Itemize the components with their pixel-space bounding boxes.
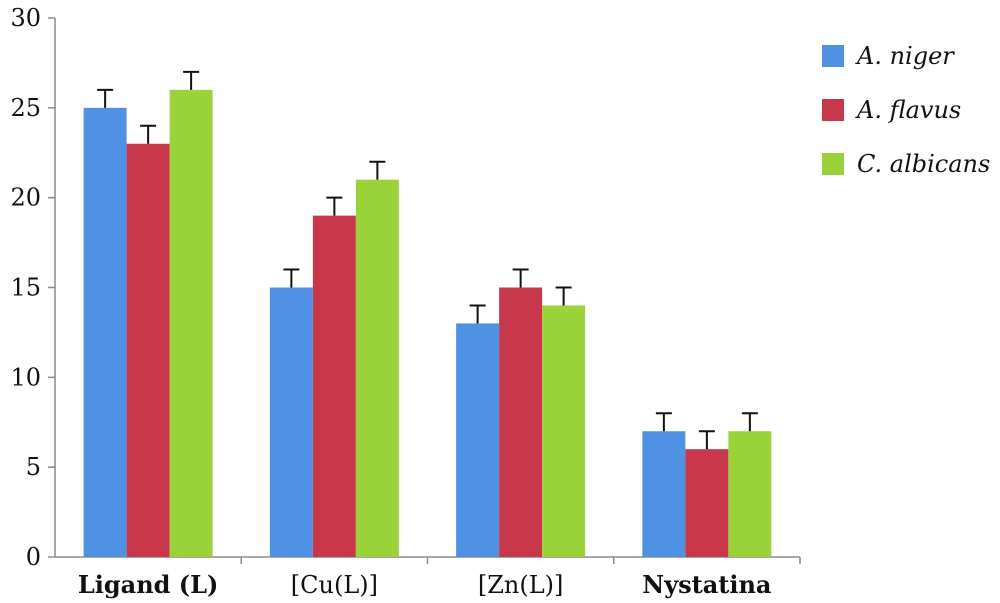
bar-a-niger-2 — [456, 323, 500, 557]
bar-a-flavus-3 — [685, 449, 729, 557]
bar-a-flavus-0 — [126, 143, 170, 557]
y-tick-label: 30 — [10, 4, 41, 32]
bar-a-niger-1 — [269, 287, 313, 557]
legend-swatch — [822, 99, 844, 121]
bar-a-flavus-1 — [312, 215, 356, 557]
y-tick-label: 15 — [10, 274, 41, 302]
bar-c-albicans-1 — [355, 179, 399, 557]
y-tick-label: 10 — [10, 363, 41, 391]
category-label: [Zn(L)] — [478, 571, 564, 599]
category-labels: Ligand (L) [Cu(L)] [Zn(L)] Nystatina — [78, 570, 772, 599]
bar-c-albicans-3 — [728, 431, 772, 557]
legend-swatch — [822, 153, 844, 175]
legend: A. niger A. flavus C. albicans — [822, 42, 990, 178]
legend-label: A. flavus — [855, 96, 961, 124]
y-tick-label: 20 — [10, 184, 41, 212]
legend-label: C. albicans — [857, 150, 990, 178]
bars — [83, 89, 772, 557]
y-tick-label: 5 — [26, 453, 41, 481]
y-tick-label: 0 — [26, 543, 41, 571]
category-label: [Cu(L)] — [291, 571, 378, 599]
legend-swatch — [822, 45, 844, 67]
y-tick-label: 25 — [10, 94, 41, 122]
legend-label: A. niger — [855, 42, 955, 70]
bar-a-flavus-2 — [499, 287, 543, 557]
y-tick-labels: 0 5 10 15 20 25 30 — [10, 4, 41, 571]
category-label: Nystatina — [642, 570, 771, 599]
bar-c-albicans-0 — [169, 89, 213, 557]
bar-c-albicans-2 — [542, 305, 586, 557]
bar-a-niger-3 — [642, 431, 686, 557]
error-bars — [97, 70, 758, 450]
category-label: Ligand (L) — [78, 570, 219, 599]
bar-a-niger-0 — [83, 107, 127, 557]
